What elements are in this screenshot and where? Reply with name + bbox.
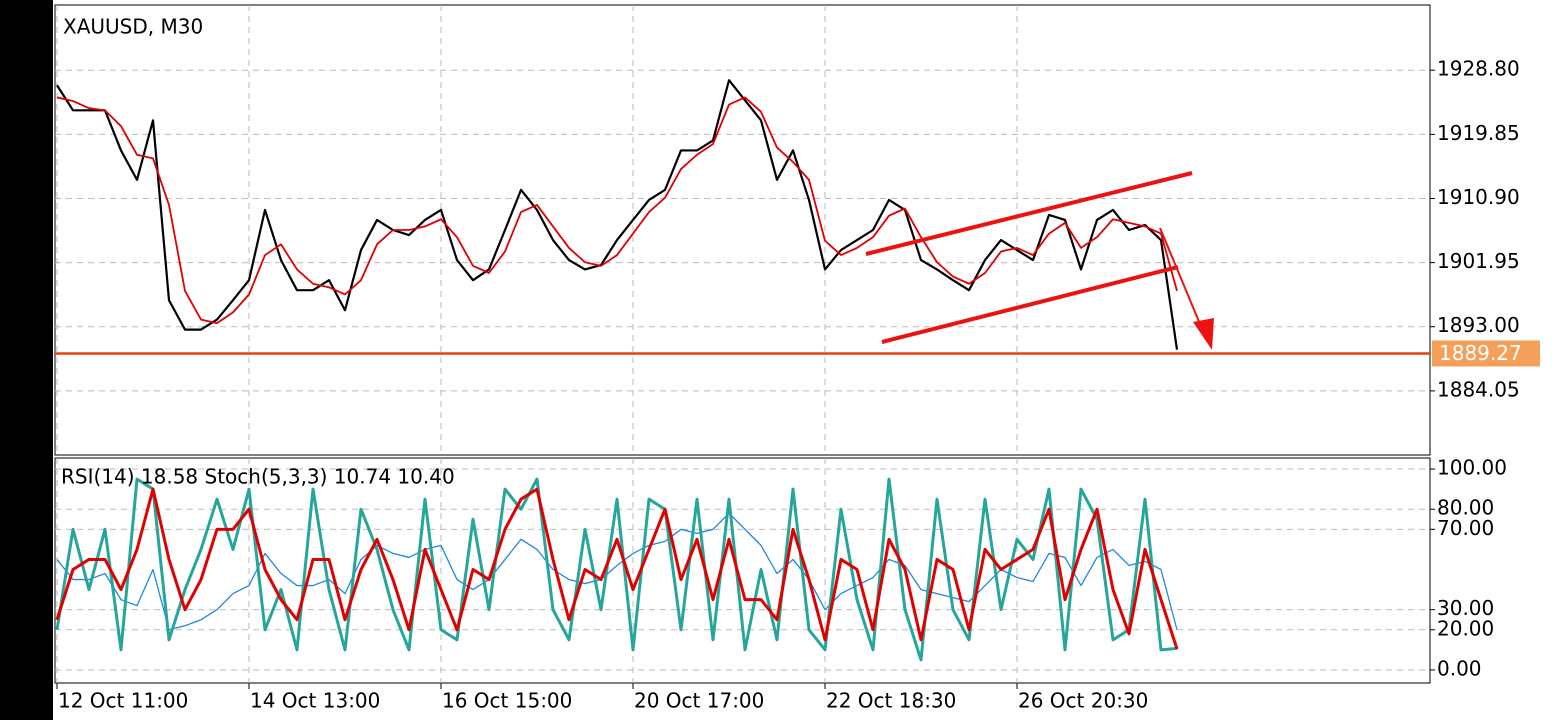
chart-title: XAUUSD, M30 bbox=[63, 15, 203, 39]
arrow-shaft bbox=[1159, 227, 1206, 337]
y-tick-label: 100.00 bbox=[1437, 456, 1507, 480]
series-line bbox=[56, 512, 1178, 631]
y-tick-label: 1910.90 bbox=[1437, 185, 1520, 209]
x-tick-label: 26 Oct 20:30 bbox=[1018, 689, 1148, 713]
y-tick-label: 0.00 bbox=[1437, 656, 1482, 680]
series-line bbox=[56, 79, 1179, 350]
y-tick-label: 1893.00 bbox=[1437, 313, 1520, 337]
x-tick-label: 22 Oct 18:30 bbox=[826, 689, 956, 713]
y-tick-label: 1928.80 bbox=[1437, 57, 1520, 81]
y-tick-label: 1901.95 bbox=[1437, 249, 1520, 273]
y-tick-label: 20.00 bbox=[1437, 616, 1494, 640]
y-tick-label: 1919.85 bbox=[1437, 121, 1520, 145]
trend-channel bbox=[865, 171, 1206, 344]
x-tick-label: 14 Oct 13:00 bbox=[250, 689, 380, 713]
plot-layer: 1884.05 1893.00 1901.95 1910.90 1919.85 1928.… bbox=[55, 5, 1540, 713]
y-tick-label: 30.00 bbox=[1437, 596, 1494, 620]
x-tick-label: 20 Oct 17:00 bbox=[634, 689, 764, 713]
series-line bbox=[55, 487, 1179, 650]
y-tick-label: 80.00 bbox=[1437, 496, 1494, 520]
arrow-head bbox=[1193, 318, 1214, 350]
y-tick-label: 1884.05 bbox=[1437, 377, 1520, 401]
current-price-label: 1889.27 bbox=[1439, 341, 1522, 365]
series-line bbox=[56, 96, 1178, 325]
y-tick-label: 70.00 bbox=[1437, 516, 1494, 540]
indicator-frame bbox=[54, 457, 1431, 684]
series-line bbox=[55, 477, 1178, 662]
x-tick-label: 12 Oct 11:00 bbox=[58, 689, 188, 713]
current-price-box bbox=[1432, 340, 1540, 367]
indicator-title: RSI(14) 18.58 Stoch(5,3,3) 10.74 10.40 bbox=[61, 465, 455, 489]
x-tick-label: 16 Oct 15:00 bbox=[442, 689, 572, 713]
main-frame bbox=[54, 4, 1431, 456]
channel-upper bbox=[865, 171, 1193, 256]
channel-lower bbox=[881, 265, 1179, 344]
left-bezel bbox=[0, 0, 53, 720]
